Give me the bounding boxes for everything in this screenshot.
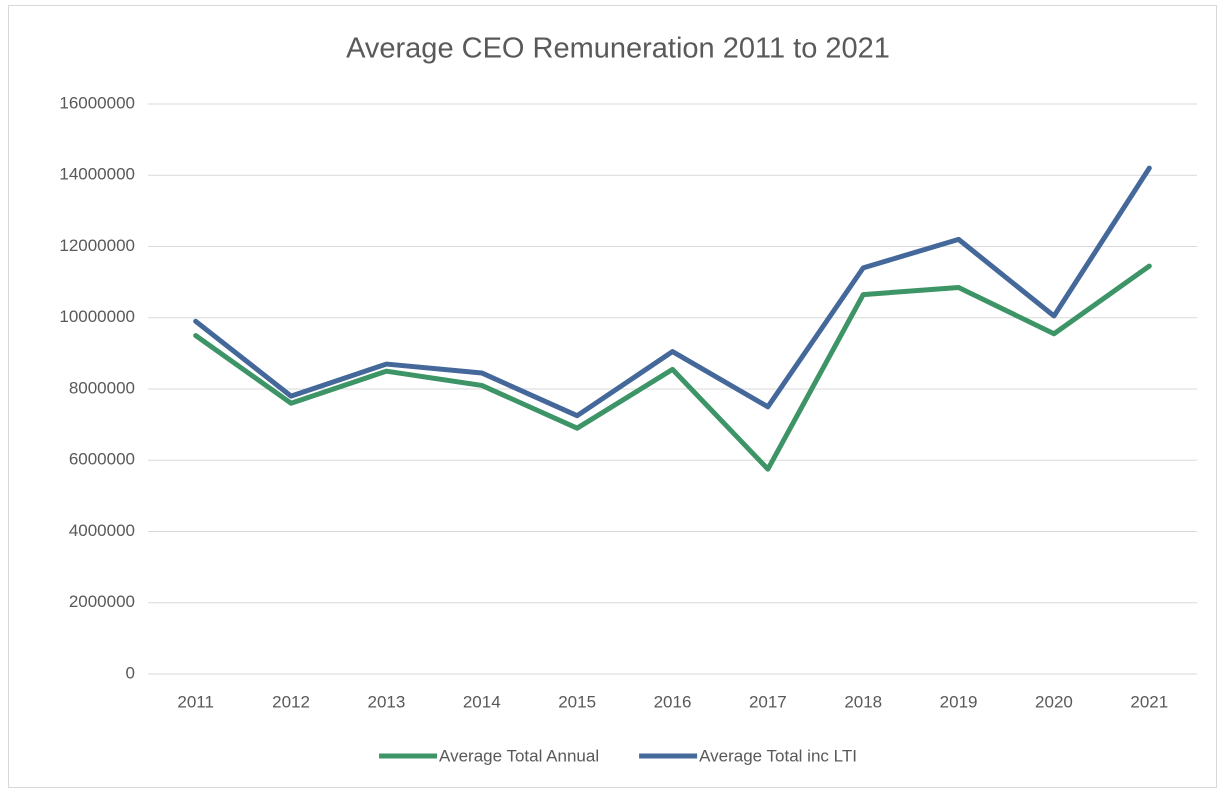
y-tick-label: 14000000 bbox=[59, 165, 135, 184]
x-tick-label: 2011 bbox=[177, 692, 214, 711]
y-tick-label: 4000000 bbox=[69, 521, 135, 540]
x-tick-label: 2017 bbox=[749, 692, 787, 711]
x-tick-label: 2018 bbox=[844, 692, 882, 711]
y-tick-label: 8000000 bbox=[69, 378, 135, 397]
y-tick-label: 6000000 bbox=[69, 450, 135, 469]
x-tick-label: 2019 bbox=[940, 692, 978, 711]
legend-label: Average Total Annual bbox=[439, 746, 599, 765]
y-tick-label: 2000000 bbox=[69, 592, 135, 611]
series-line bbox=[193, 165, 1152, 419]
y-tick-label: 0 bbox=[126, 663, 135, 682]
x-tick-label: 2021 bbox=[1130, 692, 1168, 711]
legend-label: Average Total inc LTI bbox=[699, 746, 857, 765]
x-tick-label: 2015 bbox=[558, 692, 596, 711]
series-line bbox=[193, 263, 1152, 472]
y-tick-label: 10000000 bbox=[59, 307, 135, 326]
chart-border bbox=[8, 5, 1217, 788]
x-tick-label: 2014 bbox=[463, 692, 501, 711]
y-tick-label: 12000000 bbox=[59, 236, 135, 255]
y-tick-label: 16000000 bbox=[59, 93, 135, 112]
x-tick-label: 2012 bbox=[272, 692, 310, 711]
x-tick-label: 2016 bbox=[654, 692, 692, 711]
x-tick-label: 2013 bbox=[367, 692, 405, 711]
chart-title: Average CEO Remuneration 2011 to 2021 bbox=[346, 33, 890, 65]
x-tick-label: 2020 bbox=[1035, 692, 1073, 711]
